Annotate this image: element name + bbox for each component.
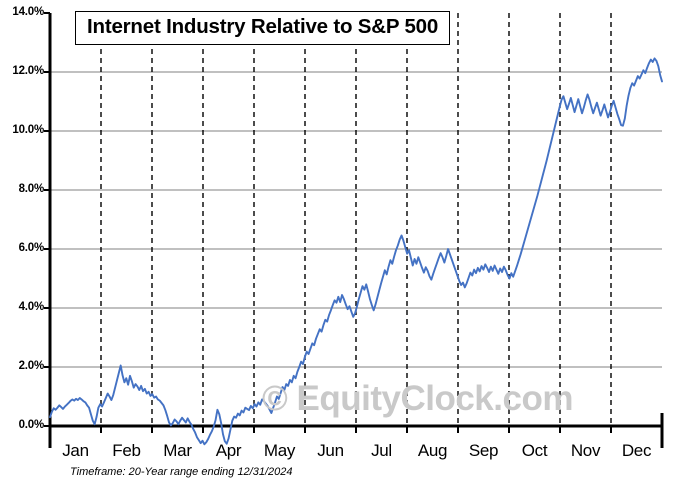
x-axis-tick-label: Apr <box>215 441 242 460</box>
y-axis-ticks <box>44 12 50 427</box>
y-axis-tick-label: 12.0% <box>12 65 44 77</box>
y-axis-tick-label: 0.0% <box>18 419 45 431</box>
y-axis-tick-label: 6.0% <box>18 242 45 254</box>
y-axis-tick-label: 8.0% <box>18 183 45 195</box>
x-axis-ticks <box>49 426 663 433</box>
x-axis-tick-label: Oct <box>521 441 548 460</box>
timeframe-footnote: Timeframe: 20-Year range ending 12/31/20… <box>70 466 293 478</box>
x-axis-tick-label: Jul <box>371 441 392 460</box>
x-axis-tick-label: Dec <box>621 441 652 460</box>
y-axis-tick-label: 14.0% <box>12 6 44 18</box>
x-axis-tick-label: May <box>263 441 296 460</box>
chart-title-box: Internet Industry Relative to S&P 500 <box>75 11 451 45</box>
chart-title: Internet Industry Relative to S&P 500 <box>87 15 439 38</box>
x-axis-tick-label: Mar <box>163 441 192 460</box>
vertical-gridlines <box>100 13 612 426</box>
data-series-line <box>49 57 663 446</box>
x-axis-tick-label: Jan <box>62 441 89 460</box>
y-axis-tick-label: 10.0% <box>12 124 44 136</box>
x-axis-tick-label: Feb <box>112 441 141 460</box>
y-axis-tick-label: 4.0% <box>18 301 45 313</box>
x-axis-tick-label: Jun <box>317 441 344 460</box>
x-axis-tick-label: Aug <box>417 441 448 460</box>
x-axis-tick-label: Sep <box>468 441 499 460</box>
x-axis-tick-label: Nov <box>570 441 601 460</box>
y-axis-tick-label: 2.0% <box>18 360 45 372</box>
